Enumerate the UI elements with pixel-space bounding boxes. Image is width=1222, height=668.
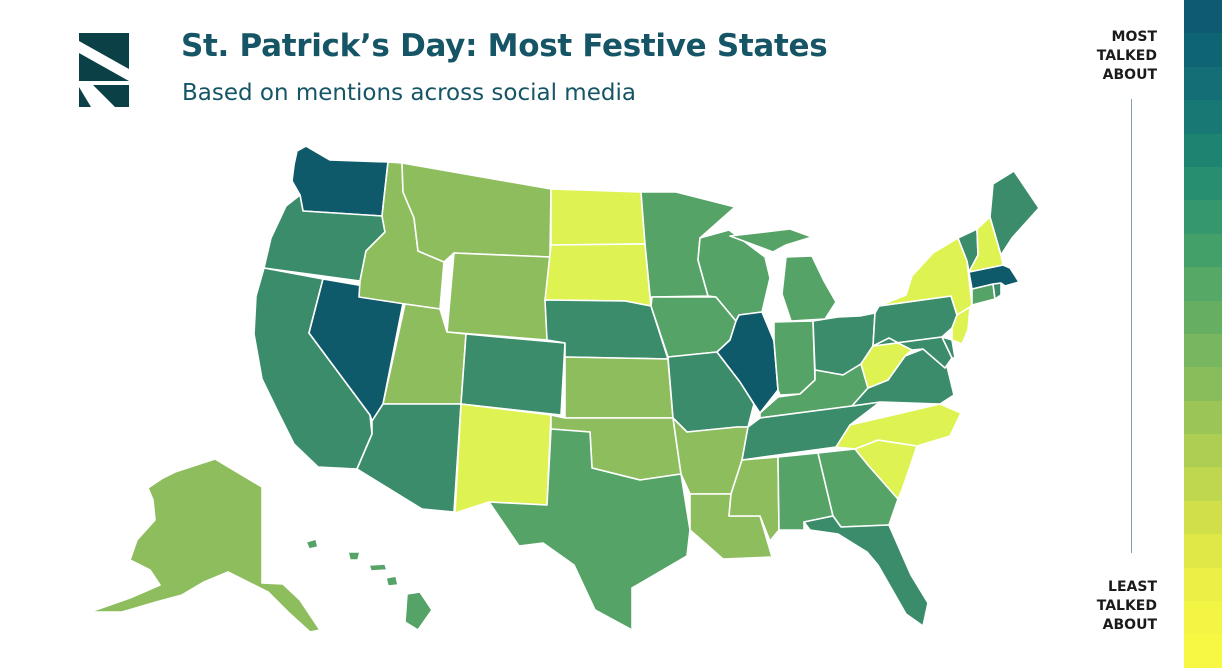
- us-map: [89, 145, 1040, 633]
- legend-color-step: [1184, 233, 1222, 268]
- legend-color-step: [1184, 267, 1222, 301]
- legend-most-label: MOST TALKED ABOUT: [1093, 28, 1157, 85]
- state-wy[interactable]: [446, 252, 551, 341]
- legend-most-line-1: MOST: [1111, 29, 1157, 45]
- legend-least-label: LEAST TALKED ABOUT: [1093, 578, 1157, 635]
- legend-most-line-2: TALKED: [1096, 48, 1157, 64]
- legend-color-step: [1184, 534, 1222, 568]
- legend-color-step: [1184, 467, 1222, 501]
- legend-color-step: [1184, 500, 1222, 535]
- state-ri[interactable]: [992, 282, 1002, 300]
- state-mt[interactable]: [401, 162, 552, 263]
- legend-color-step: [1184, 0, 1222, 34]
- legend-color-step: [1184, 133, 1222, 167]
- legend-color-step: [1184, 434, 1222, 468]
- legend-color-step: [1184, 66, 1222, 101]
- legend-color-step: [1184, 100, 1222, 134]
- legend-color-step: [1184, 601, 1222, 635]
- state-nd[interactable]: [550, 188, 646, 246]
- legend-color-step: [1184, 200, 1222, 234]
- state-ma[interactable]: [968, 264, 1020, 290]
- state-me[interactable]: [989, 170, 1040, 256]
- state-sd[interactable]: [544, 243, 652, 307]
- legend-color-scale: [1184, 0, 1222, 668]
- state-de[interactable]: [941, 336, 956, 359]
- legend-color-step: [1184, 400, 1222, 435]
- state-in[interactable]: [773, 320, 816, 396]
- state-mi[interactable]: [729, 228, 837, 322]
- state-nj[interactable]: [951, 306, 971, 345]
- page-title: St. Patrick’s Day: Most Festive States: [181, 28, 828, 64]
- legend-color-step: [1184, 33, 1222, 67]
- legend-color-step: [1184, 333, 1222, 368]
- legend-least-line-3: ABOUT: [1102, 617, 1157, 633]
- state-az[interactable]: [356, 403, 462, 513]
- state-fl[interactable]: [803, 515, 929, 627]
- legend-color-step: [1184, 166, 1222, 201]
- legend-least-line-2: TALKED: [1096, 598, 1157, 614]
- company-logo: [79, 33, 129, 107]
- state-ks[interactable]: [564, 356, 674, 419]
- state-tx[interactable]: [488, 428, 691, 631]
- state-ak[interactable]: [89, 458, 321, 633]
- legend-color-step: [1184, 567, 1222, 602]
- page-subtitle: Based on mentions across social media: [182, 80, 636, 106]
- state-nc[interactable]: [835, 403, 962, 450]
- legend-least-line-1: LEAST: [1108, 579, 1157, 595]
- legend-color-step: [1184, 300, 1222, 334]
- state-wa[interactable]: [291, 145, 389, 217]
- state-tn[interactable]: [741, 401, 881, 461]
- legend-most-line-3: ABOUT: [1102, 67, 1157, 83]
- state-nm[interactable]: [454, 403, 552, 514]
- legend-color-step: [1184, 634, 1222, 668]
- legend-guide-line: [1131, 99, 1132, 553]
- state-co[interactable]: [460, 333, 566, 416]
- state-hi[interactable]: [305, 538, 433, 631]
- legend-color-step: [1184, 367, 1222, 401]
